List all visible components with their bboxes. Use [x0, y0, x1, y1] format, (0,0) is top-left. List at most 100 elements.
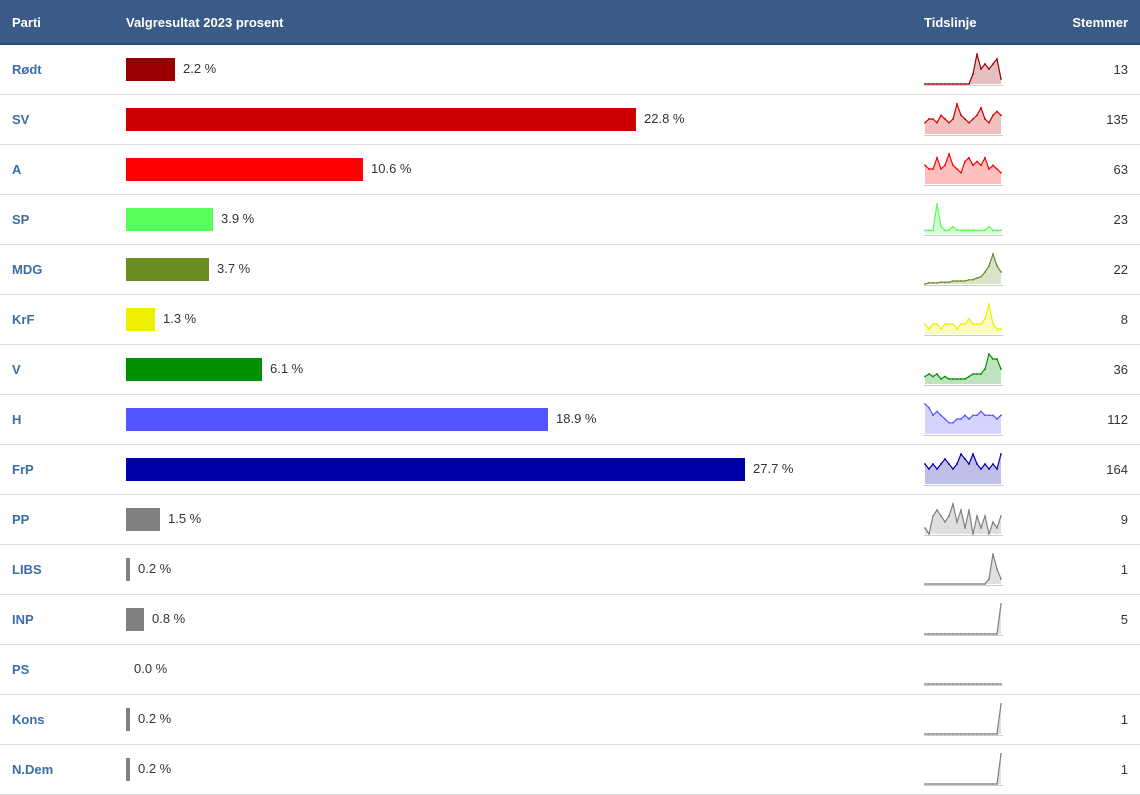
sparkline-point	[976, 583, 978, 585]
sparkline-point	[932, 733, 934, 735]
party-link[interactable]: LIBS	[12, 562, 42, 577]
timeline-sparkline	[924, 303, 1003, 336]
sparkline-point	[936, 733, 938, 735]
sparkline-point	[928, 733, 930, 735]
party-link[interactable]: Rødt	[12, 62, 42, 77]
sparkline-point	[980, 583, 982, 585]
sparkline-point	[932, 683, 934, 685]
party-link[interactable]: FrP	[12, 462, 34, 477]
sparkline-point	[924, 403, 926, 405]
sparkline-point	[964, 633, 966, 635]
sparkline-point	[948, 683, 950, 685]
sparkline-point	[968, 375, 970, 378]
sparkline-point	[1000, 328, 1002, 330]
votes-count: 1	[1120, 712, 1128, 727]
sparkline-point	[956, 418, 958, 420]
sparkline-point	[924, 121, 926, 124]
table-row: A 10.6 % 63	[0, 145, 1140, 195]
sparkline-point	[988, 225, 990, 228]
timeline-sparkline	[924, 452, 1003, 486]
sparkline-point	[1000, 414, 1002, 417]
sparkline-point	[948, 515, 950, 517]
sparkline-point	[968, 683, 970, 685]
table-row: KrF 1.3 % 8	[0, 295, 1140, 345]
sparkline-point	[984, 515, 986, 517]
sparkline-point	[976, 229, 978, 232]
party-link[interactable]: SV	[12, 112, 30, 127]
sparkline-area	[925, 54, 1001, 84]
party-link[interactable]: SP	[12, 212, 30, 227]
sparkline-point	[944, 164, 946, 167]
sparkline-point	[932, 463, 934, 465]
table-row: H 18.9 % 112	[0, 395, 1140, 445]
party-link[interactable]: Kons	[12, 712, 45, 727]
table-row: INP 0.8 % 5	[0, 595, 1140, 645]
header-timeline[interactable]: Tidslinje	[924, 15, 977, 30]
party-link[interactable]: MDG	[12, 262, 43, 277]
header-party[interactable]: Parti	[12, 15, 41, 30]
party-link[interactable]: KrF	[12, 312, 35, 327]
result-bar	[126, 508, 160, 531]
sparkline-point	[944, 733, 946, 735]
sparkline-point	[944, 683, 946, 685]
sparkline-point	[956, 168, 958, 170]
party-link[interactable]: N.Dem	[12, 762, 54, 777]
sparkline-point	[924, 683, 926, 685]
sparkline-point	[952, 164, 954, 167]
percent-label: 2.2 %	[183, 61, 217, 76]
sparkline-point	[960, 378, 962, 380]
party-link[interactable]: A	[12, 162, 22, 177]
sparkline-point	[936, 410, 938, 413]
sparkline-line	[924, 152, 1002, 174]
party-link[interactable]: PS	[12, 662, 30, 677]
percent-label: 0.8 %	[152, 611, 186, 626]
header-result[interactable]: Valgresultat 2023 prosent	[126, 15, 284, 30]
sparkline-point	[944, 783, 946, 785]
sparkline-point	[944, 633, 946, 635]
party-link[interactable]: INP	[12, 612, 34, 627]
sparkline-point	[960, 509, 962, 511]
sparkline-point	[928, 83, 930, 85]
party-link[interactable]: H	[12, 412, 22, 427]
sparkline-point	[992, 783, 994, 785]
sparkline-point	[940, 83, 942, 85]
votes-count: 13	[1113, 62, 1128, 77]
table-body: Rødt 2.2 % 13 SV 22.8 % 135 A 10.6 % 63 SP 3.9 % 23…	[0, 45, 1140, 795]
votes-count: 164	[1106, 462, 1128, 477]
sparkline-point	[988, 303, 990, 305]
sparkline-point	[944, 418, 946, 420]
votes-count: 135	[1106, 112, 1128, 127]
sparkline-point	[972, 323, 974, 325]
sparkline-area	[925, 704, 1001, 734]
sparkline-point	[964, 783, 966, 785]
sparkline-point	[988, 353, 990, 355]
sparkline-point	[980, 106, 982, 109]
table-row: N.Dem 0.2 % 1	[0, 745, 1140, 795]
sparkline-point	[924, 229, 926, 232]
party-link[interactable]: PP	[12, 512, 30, 527]
sparkline-point	[936, 281, 938, 284]
timeline-sparkline	[924, 753, 1003, 786]
sparkline-line	[925, 703, 1002, 735]
sparkline-point	[976, 633, 978, 635]
sparkline-point	[960, 733, 962, 735]
sparkline-point	[972, 414, 974, 417]
sparkline-point	[996, 358, 998, 360]
percent-label: 22.8 %	[644, 111, 685, 126]
sparkline-point	[952, 783, 954, 785]
sparkline-point	[996, 527, 998, 529]
sparkline-point	[960, 583, 962, 585]
sparkline-point	[972, 533, 974, 535]
sparkline-point	[960, 229, 962, 232]
header-votes[interactable]: Stemmer	[1072, 15, 1128, 30]
sparkline-point	[944, 281, 946, 284]
sparkline-area	[925, 404, 1001, 434]
sparkline-point	[988, 783, 990, 785]
sparkline-point	[948, 323, 950, 325]
sparkline-point	[988, 533, 990, 535]
percent-label: 18.9 %	[556, 411, 597, 426]
party-link[interactable]: V	[12, 362, 21, 377]
sparkline-point	[952, 280, 954, 282]
sparkline-point	[980, 164, 982, 167]
sparkline-area	[925, 254, 1001, 284]
